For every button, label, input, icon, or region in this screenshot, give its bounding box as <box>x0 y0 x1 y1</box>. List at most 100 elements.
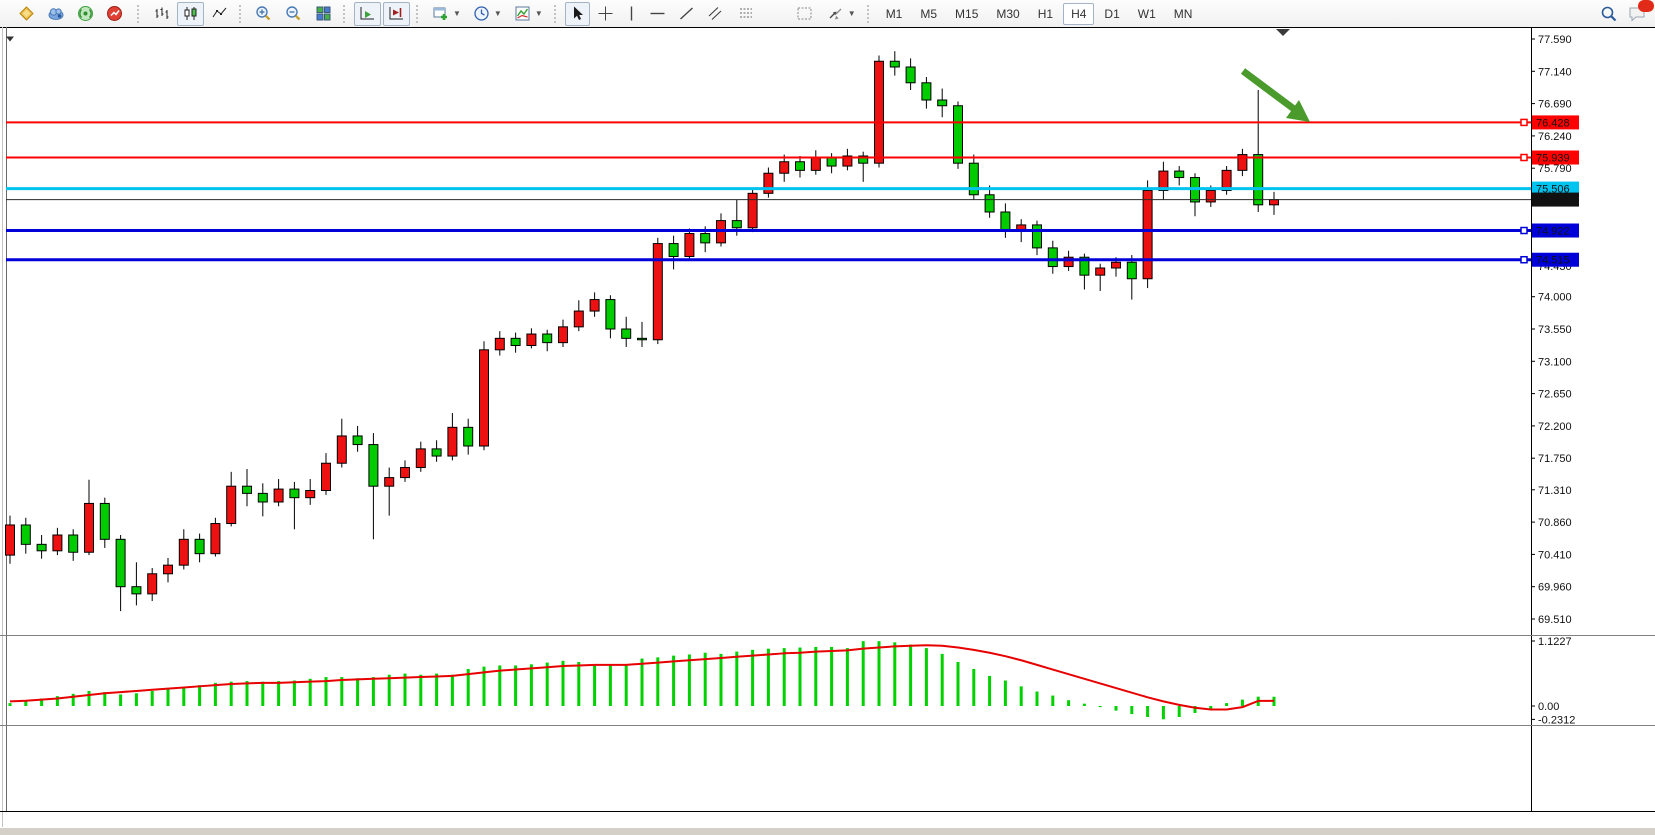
arrows-tool-button[interactable]: ▼ <box>822 2 861 26</box>
chart-shift-button[interactable] <box>383 1 410 26</box>
macd-histogram-bar <box>782 648 786 706</box>
candle-down <box>194 538 205 555</box>
signals-button[interactable] <box>72 2 99 26</box>
crosshair-tool-button[interactable] <box>592 2 619 26</box>
text-icon <box>769 5 784 22</box>
toolbar-grip <box>239 4 244 23</box>
macd-histogram-bar <box>687 654 691 706</box>
macd-histogram-bar <box>1082 703 1086 706</box>
price-tick-label: 76.690 <box>1538 99 1572 111</box>
auto-scroll-button[interactable] <box>354 1 381 26</box>
market-watch-button[interactable] <box>13 2 40 26</box>
candle-down <box>289 488 300 499</box>
hline-anchor[interactable] <box>1520 118 1528 127</box>
toolbar-right <box>1600 0 1655 23</box>
trendline-tool-button[interactable] <box>673 2 700 26</box>
indicators-button[interactable]: ▼ <box>509 2 548 26</box>
notifications-button[interactable] <box>1628 0 1654 23</box>
candle-up <box>1269 199 1279 206</box>
cloud-user-icon <box>48 8 64 20</box>
hline-anchor[interactable] <box>1520 153 1528 162</box>
price-tick-label: 70.410 <box>1538 549 1572 561</box>
macd-histogram-bar <box>561 660 565 706</box>
candle-down <box>242 485 252 494</box>
candle-up <box>178 538 189 566</box>
timeframe-M5[interactable]: M5 <box>920 6 938 21</box>
macd-histogram-bar <box>861 641 865 706</box>
horizontal-line-icon <box>650 12 665 15</box>
macd-histogram-bar <box>830 646 834 706</box>
timeframe-H4[interactable]: H4 <box>1063 2 1095 25</box>
new-order-button[interactable] <box>1 2 11 26</box>
crosshair-icon <box>598 6 613 21</box>
zoom-out-button[interactable] <box>280 2 308 26</box>
toolbar: ▼ ▼ ▼ <box>0 0 1655 28</box>
timeframe-H1[interactable]: H1 <box>1037 6 1054 21</box>
horizontal-line-tool-button[interactable] <box>644 2 671 26</box>
candle-up <box>763 172 774 194</box>
tile-windows-button[interactable] <box>310 2 337 26</box>
channel-tool-button[interactable] <box>702 2 731 26</box>
candle-down <box>368 444 379 487</box>
search-icon[interactable] <box>1600 5 1618 23</box>
timeframe-W1[interactable]: W1 <box>1137 6 1156 21</box>
period-button[interactable]: ▼ <box>468 2 507 26</box>
timeframe-D1[interactable]: D1 <box>1104 6 1120 21</box>
vertical-line-tool-button[interactable] <box>621 2 642 26</box>
macd-histogram-bar <box>1225 703 1229 706</box>
fibonacci-tool-button[interactable] <box>733 2 762 26</box>
candlestick-mode-button[interactable] <box>177 1 204 26</box>
candle-up <box>5 524 15 556</box>
timeframe-MN[interactable]: MN <box>1173 6 1193 21</box>
candle-up <box>447 426 458 457</box>
macd-histogram-bar <box>814 646 818 706</box>
cursor-tool-button[interactable] <box>564 1 590 26</box>
chart-canvas[interactable]: 77.59077.14076.69076.24075.79075.34074.8… <box>0 27 1655 835</box>
macd-histogram-bar <box>245 681 249 706</box>
symbol-collapse-icon[interactable] <box>6 36 14 42</box>
macd-histogram-bar <box>103 692 107 706</box>
timeframe-M15[interactable]: M15 <box>955 6 979 21</box>
candle-up <box>52 534 63 552</box>
bar-chart-mode-button[interactable] <box>148 2 175 26</box>
price-label-75.353: 75.353 <box>1536 195 1570 207</box>
text-label-tool-button[interactable] <box>791 2 820 26</box>
macd-histogram-bar <box>624 664 628 706</box>
timeframe-M30[interactable]: M30 <box>996 6 1020 21</box>
candle-up <box>321 462 331 492</box>
new-chart-button[interactable]: ▼ <box>427 2 466 26</box>
macd-histogram-bar <box>340 677 344 706</box>
macd-histogram-bar <box>1130 706 1134 715</box>
candle-up <box>810 156 821 171</box>
candle-up <box>226 485 237 525</box>
chart-shift-marker[interactable] <box>1276 29 1290 36</box>
trendline-icon <box>679 7 693 20</box>
macd-histogram-bar <box>877 641 881 706</box>
community-button[interactable] <box>42 2 70 26</box>
trend-arrow-shaft[interactable] <box>1240 68 1297 112</box>
macd-histogram-bar <box>577 661 581 706</box>
timeframe-M1[interactable]: M1 <box>885 6 903 21</box>
zoom-in-button[interactable] <box>250 2 278 26</box>
candle-down <box>463 426 474 447</box>
arrows-icon <box>829 8 842 20</box>
text-tool-button[interactable] <box>764 2 789 26</box>
candle-up <box>1158 170 1169 191</box>
price-tick-label: 73.100 <box>1538 356 1572 368</box>
price-tick-label: 69.960 <box>1538 582 1572 594</box>
candle-down <box>431 448 442 457</box>
macd-histogram-bar <box>482 666 486 706</box>
gold-icon <box>19 6 34 21</box>
new-chart-icon <box>433 7 447 20</box>
macd-histogram-bar <box>403 673 407 706</box>
price-label-box <box>1532 192 1579 207</box>
trend-arrow-head[interactable] <box>1286 100 1310 122</box>
hline-anchor[interactable] <box>1520 255 1528 264</box>
autotrading-button[interactable] <box>101 2 131 26</box>
macd-histogram-bar <box>150 690 154 706</box>
hline-anchor[interactable] <box>1520 226 1528 235</box>
line-chart-mode-button[interactable] <box>206 2 233 26</box>
macd-histogram-bar <box>292 680 296 706</box>
candle-up <box>273 488 284 503</box>
